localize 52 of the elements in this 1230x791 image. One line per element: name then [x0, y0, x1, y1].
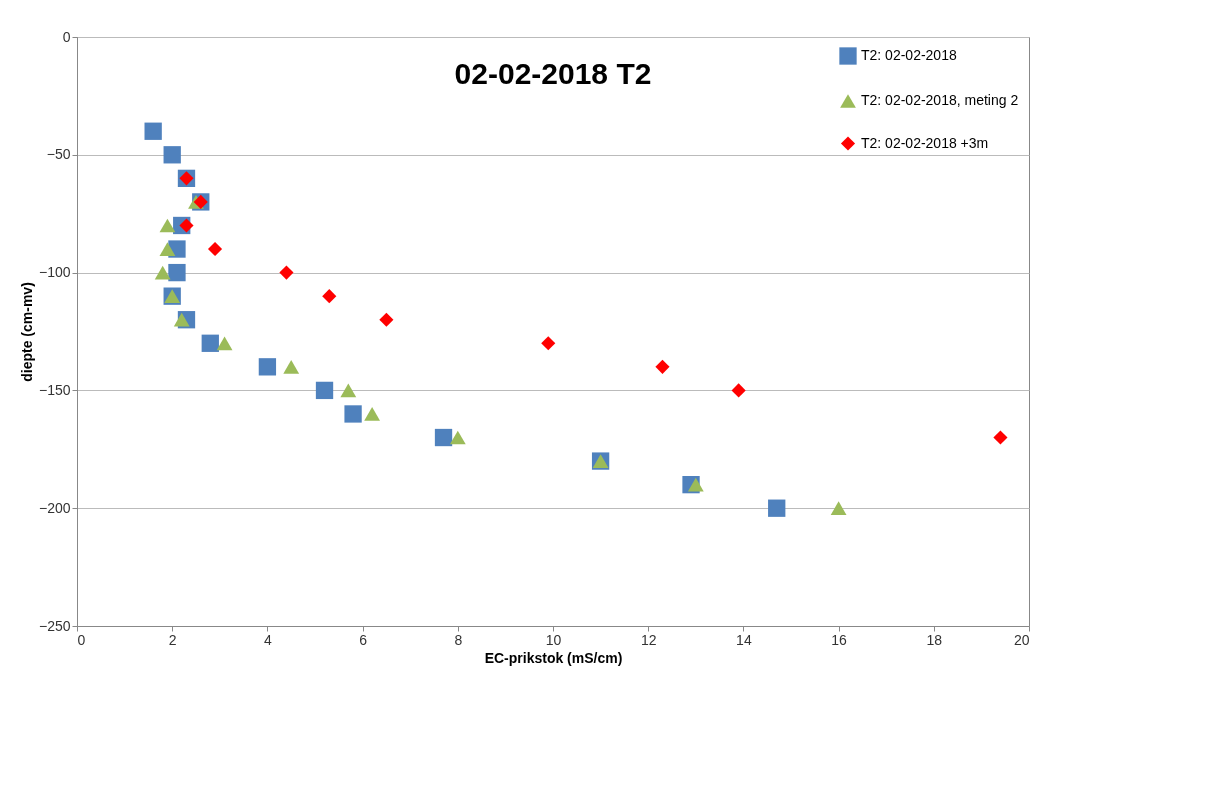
y-tick-label: −250 [38, 617, 71, 634]
point [207, 241, 223, 257]
point [315, 381, 334, 400]
x-tick-label: 16 [831, 631, 848, 648]
point [168, 263, 186, 282]
x-tick-label: 8 [454, 631, 463, 648]
point [364, 407, 381, 421]
legend-label: T2: 02-02-2018, meting 2 [861, 92, 1019, 108]
point [731, 383, 746, 398]
legend-label: T2: 02-02-2018 +3m [861, 134, 989, 151]
point [144, 122, 162, 140]
point [163, 146, 181, 164]
x-tick-label: 14 [736, 631, 752, 648]
point [655, 359, 670, 374]
point [179, 218, 194, 233]
point [434, 428, 453, 447]
point [322, 289, 337, 304]
point [830, 501, 847, 516]
y-tick-label: 0 [62, 28, 71, 45]
y-tick-label: −200 [38, 499, 71, 516]
point [340, 383, 357, 398]
x-tick-label: 0 [77, 631, 86, 648]
x-tick-label: 10 [545, 631, 562, 648]
point [687, 477, 704, 492]
y-tick-label: −50 [46, 146, 71, 163]
point [344, 405, 362, 423]
point [201, 334, 219, 352]
x-tick-label: 20 [1013, 631, 1030, 648]
x-tick-label: 12 [640, 631, 657, 648]
point [283, 359, 300, 374]
point [541, 336, 556, 351]
point [258, 358, 277, 376]
point [379, 312, 394, 327]
point [216, 336, 233, 351]
y-tick-label: −100 [38, 264, 71, 281]
x-tick-label: 4 [264, 631, 272, 648]
point [154, 265, 171, 280]
point [279, 265, 294, 280]
point [993, 430, 1008, 445]
point [173, 312, 190, 327]
x-tick-label: 2 [168, 631, 177, 648]
x-tick-label: 6 [359, 631, 368, 648]
x-axis-title: EC-prikstok (mS/cm) [484, 649, 623, 666]
point [159, 242, 176, 256]
x-tick-label: 18 [926, 631, 943, 648]
y-tick-label: −150 [38, 381, 71, 398]
y-axis-title: diepte (cm-mv) [18, 282, 35, 382]
point [768, 499, 786, 517]
legend-label: T2: 02-02-2018 [861, 47, 957, 63]
point [449, 430, 466, 445]
point [159, 218, 176, 233]
text: 02-02-2018 T2 [454, 57, 652, 90]
